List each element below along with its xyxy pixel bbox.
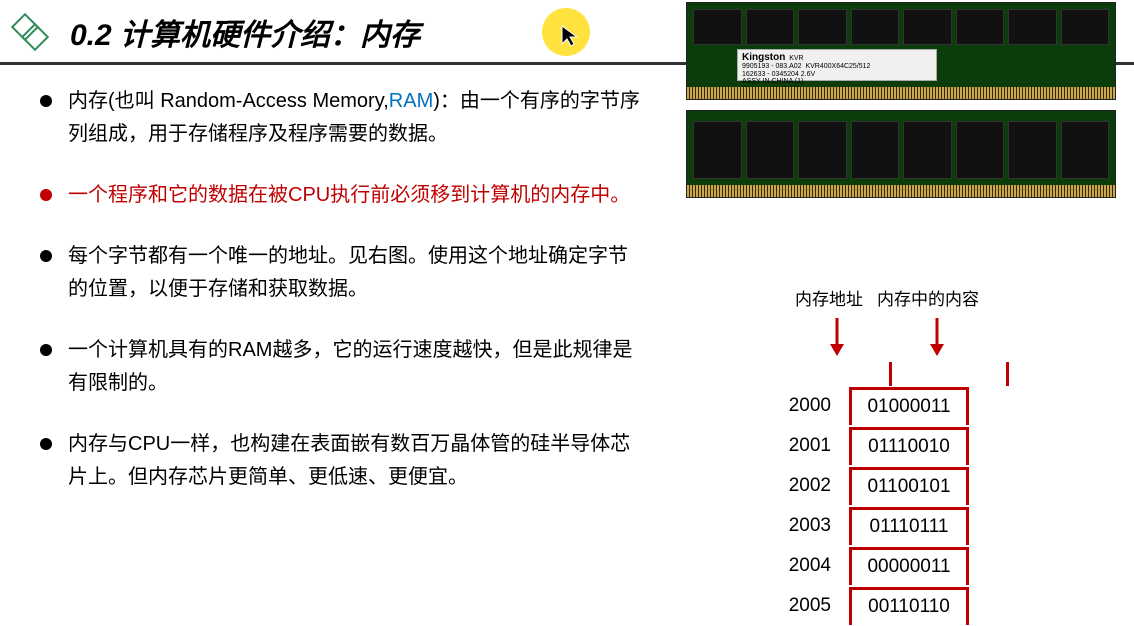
mem-row: 2002 01100101 xyxy=(777,466,1037,506)
memory-table: 2000 01000011 2001 01110010 2002 0110010… xyxy=(777,362,1037,626)
mem-header-addr: 内存地址 xyxy=(795,285,863,310)
bullet-4: 一个计算机具有的RAM越多，它的运行速度越快，但是此规律是有限制的。 xyxy=(40,334,640,400)
ram-stick-bottom xyxy=(686,110,1116,198)
mem-arrows xyxy=(737,316,1037,358)
mem-row: 2001 01110010 xyxy=(777,426,1037,466)
mem-row: 2005 00110110 xyxy=(777,586,1037,626)
mem-row: 2004 00000011 xyxy=(777,546,1037,586)
ram-stick-top: Kingston KVR 9905193 - 083.A02 KVR400X64… xyxy=(686,2,1116,100)
text-column: 内存(也叫 Random-Access Memory,RAM)：由一个有序的字节… xyxy=(0,85,650,626)
ram-brand: Kingston xyxy=(742,52,785,63)
ram-model: KVR xyxy=(789,55,803,62)
bullet-1: 内存(也叫 Random-Access Memory,RAM)：由一个有序的字节… xyxy=(40,85,640,151)
ram-label-sticker: Kingston KVR 9905193 - 083.A02 KVR400X64… xyxy=(737,49,937,81)
mem-row: 2000 01000011 xyxy=(777,386,1037,426)
memory-diagram: 内存地址 内存中的内容 2000 01000011 xyxy=(737,285,1037,626)
ram-blue-text: RAM xyxy=(389,90,433,112)
arrow-down-icon xyxy=(827,316,847,358)
bullet-5: 内存与CPU一样，也构建在表面嵌有数百万晶体管的硅半导体芯片上。但内存芯片更简单… xyxy=(40,428,640,494)
arrow-down-icon xyxy=(927,316,947,358)
bullet-list: 内存(也叫 Random-Access Memory,RAM)：由一个有序的字节… xyxy=(40,85,640,494)
mem-headers: 内存地址 内存中的内容 xyxy=(737,285,1037,310)
slide-title: 0.2 计算机硬件介绍：内存 xyxy=(70,10,420,54)
ram-photo-area: Kingston KVR 9905193 - 083.A02 KVR400X64… xyxy=(686,2,1126,208)
cursor-icon xyxy=(560,24,580,48)
mem-header-content: 内存中的内容 xyxy=(877,285,979,310)
mem-row: 2003 01110111 xyxy=(777,506,1037,546)
logo-icon xyxy=(10,12,50,52)
bullet-3: 每个字节都有一个唯一的地址。见右图。使用这个地址确定字节的位置，以便于存储和获取… xyxy=(40,240,640,306)
bullet-2: 一个程序和它的数据在被CPU执行前必须移到计算机的内存中。 xyxy=(40,179,640,212)
